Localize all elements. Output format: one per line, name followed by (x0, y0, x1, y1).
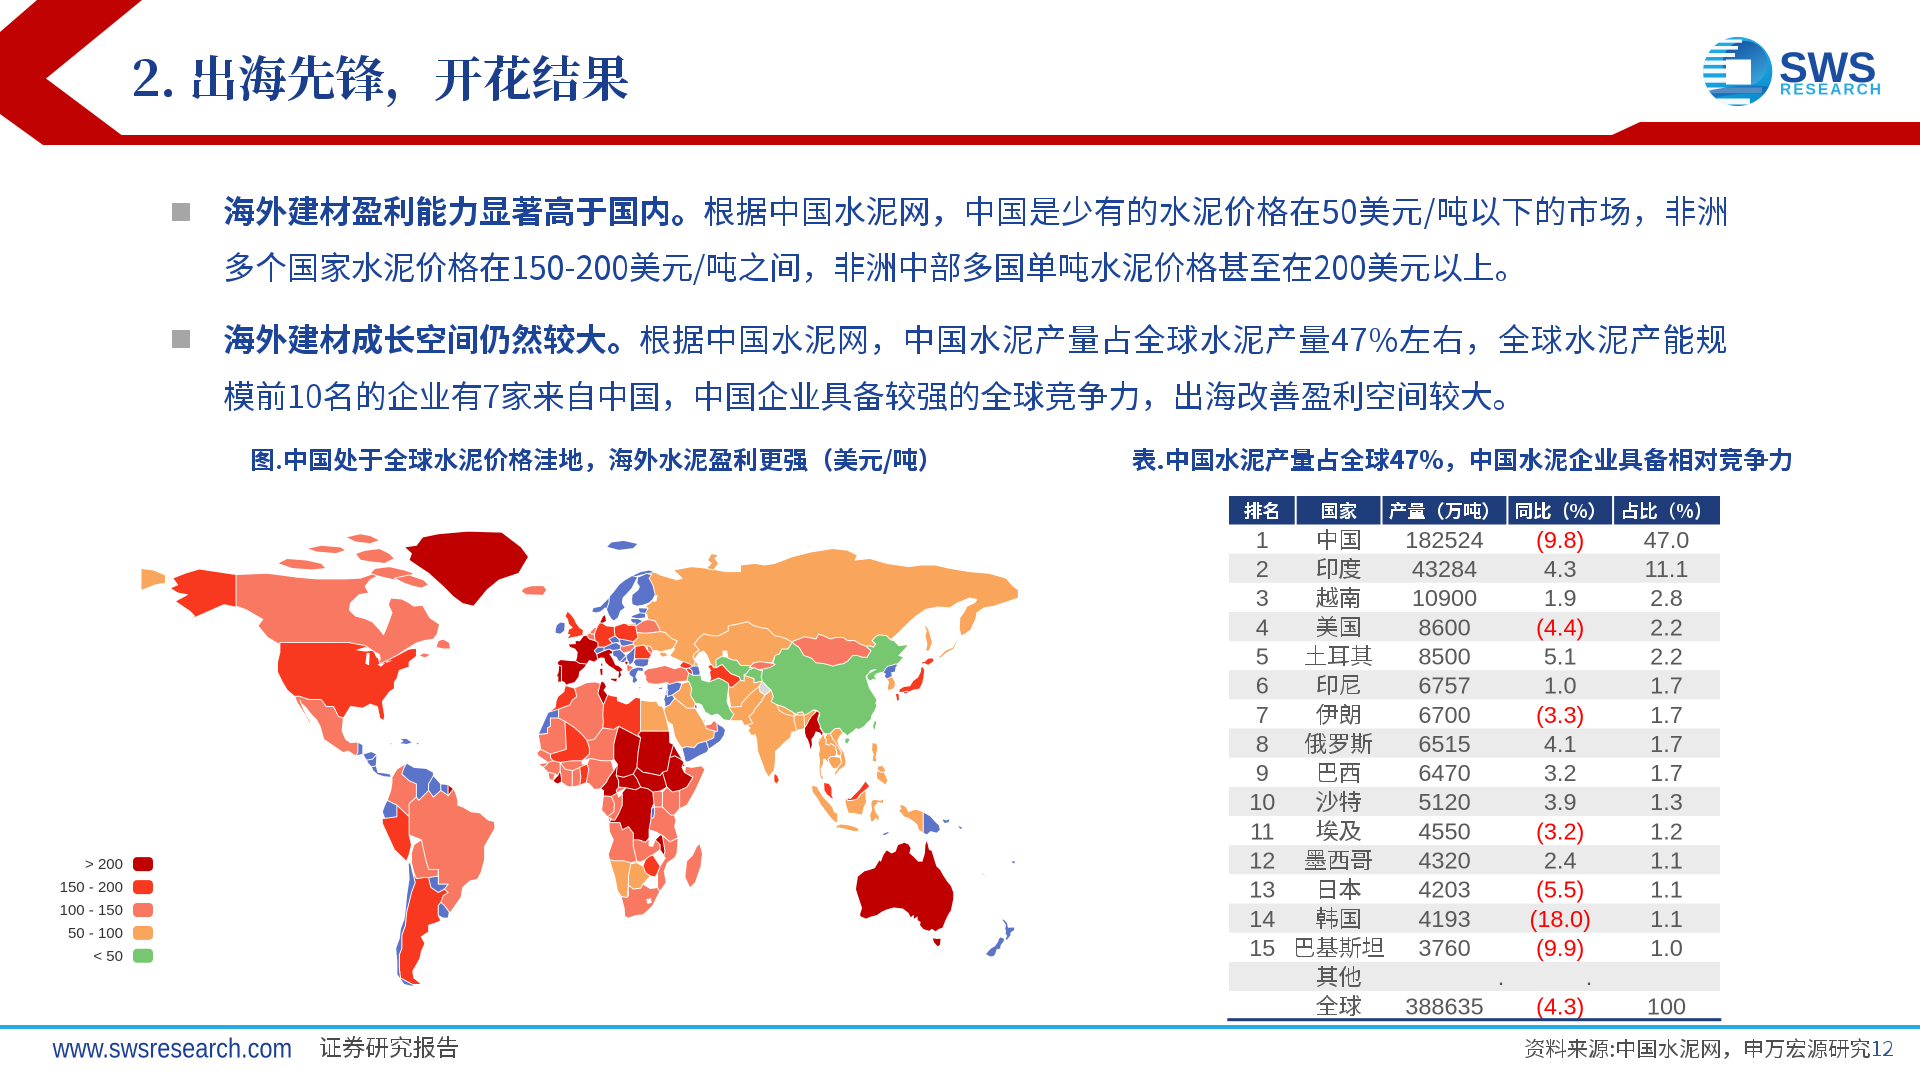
svg-text:4.3: 4.3 (1544, 556, 1577, 582)
svg-text:100 - 150: 100 - 150 (60, 902, 123, 919)
svg-text:6515: 6515 (1418, 731, 1470, 757)
svg-text:1.1: 1.1 (1650, 877, 1683, 903)
svg-text:< 50: < 50 (93, 948, 123, 965)
svg-text:47.0: 47.0 (1644, 527, 1690, 553)
svg-text:(18.0): (18.0) (1530, 906, 1591, 932)
svg-text:2: 2 (1256, 556, 1269, 582)
svg-text:1.7: 1.7 (1650, 760, 1683, 786)
svg-text:12: 12 (1249, 848, 1275, 874)
svg-text:50 - 100: 50 - 100 (68, 925, 123, 942)
svg-text:3.2: 3.2 (1544, 760, 1577, 786)
svg-text:10: 10 (1249, 789, 1275, 815)
svg-text:(3.2): (3.2) (1536, 818, 1584, 844)
svg-text:1.0: 1.0 (1544, 673, 1577, 699)
svg-text:4203: 4203 (1418, 877, 1470, 903)
svg-text:14: 14 (1249, 906, 1275, 932)
svg-text:(4.4): (4.4) (1536, 614, 1584, 640)
svg-text:43284: 43284 (1412, 556, 1477, 582)
svg-text:> 200: > 200 (85, 856, 123, 873)
svg-text:SWS: SWS (1779, 44, 1876, 92)
svg-text:RESEARCH: RESEARCH (1780, 82, 1883, 99)
svg-text:6470: 6470 (1418, 760, 1470, 786)
svg-text:1.7: 1.7 (1650, 702, 1683, 728)
svg-text:4320: 4320 (1418, 848, 1470, 874)
svg-text:1.7: 1.7 (1650, 673, 1683, 699)
svg-text:(5.5): (5.5) (1536, 877, 1584, 903)
svg-text:(4.3): (4.3) (1536, 993, 1584, 1019)
svg-text:2.2: 2.2 (1650, 614, 1683, 640)
svg-text:4: 4 (1256, 614, 1269, 640)
svg-text:www.swsresearch.com: www.swsresearch.com (52, 1033, 292, 1064)
svg-text:11: 11 (1250, 818, 1274, 844)
svg-text:4550: 4550 (1418, 818, 1470, 844)
svg-text:4.1: 4.1 (1544, 731, 1577, 757)
svg-text:4193: 4193 (1418, 906, 1470, 932)
svg-text:5.1: 5.1 (1544, 644, 1577, 670)
svg-text:1.1: 1.1 (1650, 906, 1683, 932)
svg-text:6757: 6757 (1418, 673, 1470, 699)
svg-text:1.0: 1.0 (1650, 935, 1683, 961)
svg-text:(9.9): (9.9) (1536, 935, 1584, 961)
svg-text:3.9: 3.9 (1544, 789, 1577, 815)
svg-text:7: 7 (1256, 702, 1269, 728)
svg-text:15: 15 (1249, 935, 1275, 961)
svg-text:100: 100 (1647, 993, 1686, 1019)
svg-text:1.9: 1.9 (1544, 585, 1577, 611)
svg-text:3: 3 (1256, 585, 1269, 611)
svg-text:182524: 182524 (1405, 527, 1483, 553)
svg-text:11.1: 11.1 (1645, 556, 1689, 582)
svg-text:6700: 6700 (1418, 702, 1470, 728)
svg-text:(9.8): (9.8) (1536, 527, 1584, 553)
svg-text:1.3: 1.3 (1650, 789, 1683, 815)
svg-text:8500: 8500 (1418, 644, 1470, 670)
svg-text:6: 6 (1256, 673, 1269, 699)
svg-text:.: . (1586, 964, 1593, 990)
svg-text:2.2: 2.2 (1650, 644, 1683, 670)
svg-text:1: 1 (1256, 527, 1269, 553)
svg-text:2.8: 2.8 (1650, 585, 1683, 611)
svg-text:8: 8 (1256, 731, 1269, 757)
svg-text:1.1: 1.1 (1650, 848, 1683, 874)
svg-text:3760: 3760 (1418, 935, 1470, 961)
svg-text:388635: 388635 (1405, 993, 1483, 1019)
svg-text:10900: 10900 (1412, 585, 1477, 611)
svg-text:.: . (1498, 964, 1505, 990)
svg-text:5120: 5120 (1418, 789, 1470, 815)
svg-text:9: 9 (1256, 760, 1269, 786)
svg-text:150 - 200: 150 - 200 (60, 879, 123, 896)
svg-text:13: 13 (1249, 877, 1275, 903)
svg-text:(3.3): (3.3) (1536, 702, 1584, 728)
svg-text:5: 5 (1256, 644, 1269, 670)
svg-text:1.2: 1.2 (1650, 818, 1683, 844)
svg-text:1.7: 1.7 (1650, 731, 1683, 757)
svg-text:2.4: 2.4 (1544, 848, 1577, 874)
svg-text:8600: 8600 (1418, 614, 1470, 640)
